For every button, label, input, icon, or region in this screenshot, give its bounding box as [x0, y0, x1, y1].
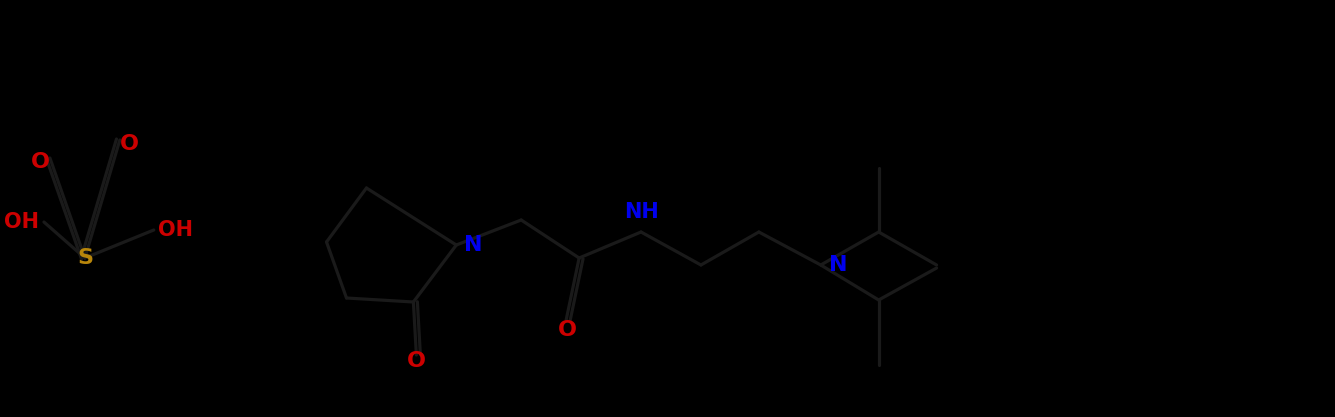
- Text: N: N: [465, 235, 483, 255]
- Text: OH: OH: [4, 212, 40, 232]
- Text: O: O: [120, 134, 139, 154]
- Text: O: O: [407, 351, 426, 371]
- Text: N: N: [829, 255, 848, 275]
- Text: NH: NH: [623, 202, 658, 222]
- Text: S: S: [77, 248, 93, 268]
- Text: O: O: [31, 152, 49, 172]
- Text: O: O: [558, 320, 577, 340]
- Text: OH: OH: [159, 220, 194, 240]
